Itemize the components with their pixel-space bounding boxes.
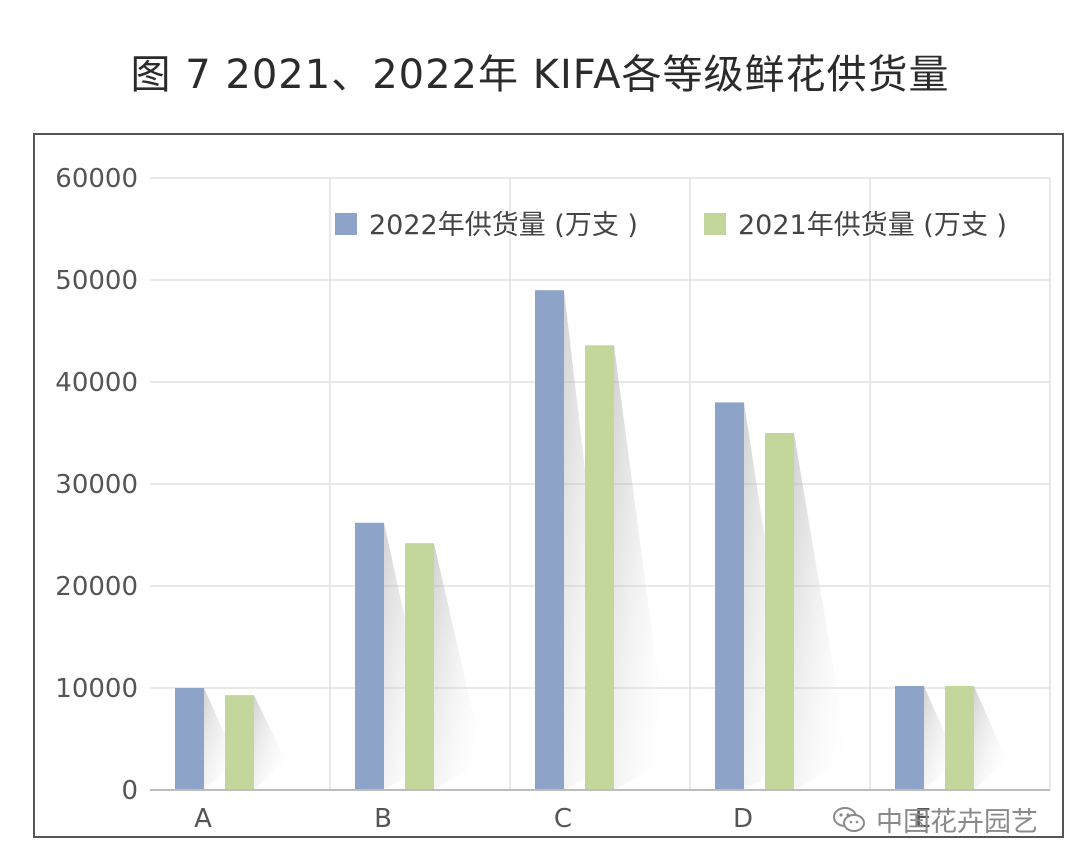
y-tick-label: 0 [121,776,138,806]
bar-C-series-1 [535,290,564,790]
bar-A-series-1 [175,688,204,790]
bar-B-series-2 [405,543,434,790]
bar-chart: 0 10000 20000 30000 40000 50000 60000 A B C D E 202… [55,164,1051,834]
axes: 0 10000 20000 30000 40000 50000 60000 A B C D E [55,164,1050,834]
legend-swatch-2 [704,213,726,235]
bar-A-series-2 [225,695,254,790]
legend-swatch-1 [335,213,357,235]
chart-frame: 0 10000 20000 30000 40000 50000 60000 A B C D E 202… [33,133,1064,838]
legend-label-2: 2021年供货量 (万支 ) [738,210,1007,241]
bar-D-series-1 [715,402,744,790]
bars [175,290,974,790]
legend: 2022年供货量 (万支 ) 2021年供货量 (万支 ) [335,210,1007,241]
y-tick-label: 20000 [55,572,138,602]
bar-B-series-1 [355,522,384,790]
x-tick-label: E [915,804,931,834]
grid-lines [150,177,1051,790]
y-tick-label: 40000 [55,368,138,398]
bar-shadow [794,433,849,790]
x-tick-label: C [554,804,572,834]
wechat-icon [833,806,865,832]
y-tick-label: 60000 [55,164,138,194]
bar-C-series-2 [585,345,614,790]
legend-label-1: 2022年供货量 (万支 ) [369,210,638,241]
x-tick-label: A [194,804,212,834]
bar-E-series-2 [945,685,974,790]
bar-shadow [974,685,1007,790]
chart-title: 图 7 2021、2022年 KIFA各等级鲜花供货量 [130,52,950,98]
watermark-text: 中国花卉园艺 [876,807,1038,838]
watermark: 中国花卉园艺 [832,800,1038,839]
bar-D-series-2 [765,433,794,790]
y-tick-label: 50000 [55,266,138,296]
bar-E-series-1 [895,685,924,790]
x-tick-label: B [374,804,392,834]
x-tick-label: D [733,804,753,834]
y-tick-label: 30000 [55,470,138,500]
bar-shadow [434,543,484,790]
bar-shadow [614,345,669,790]
bar-shadow [254,695,286,790]
y-tick-label: 10000 [55,674,138,704]
